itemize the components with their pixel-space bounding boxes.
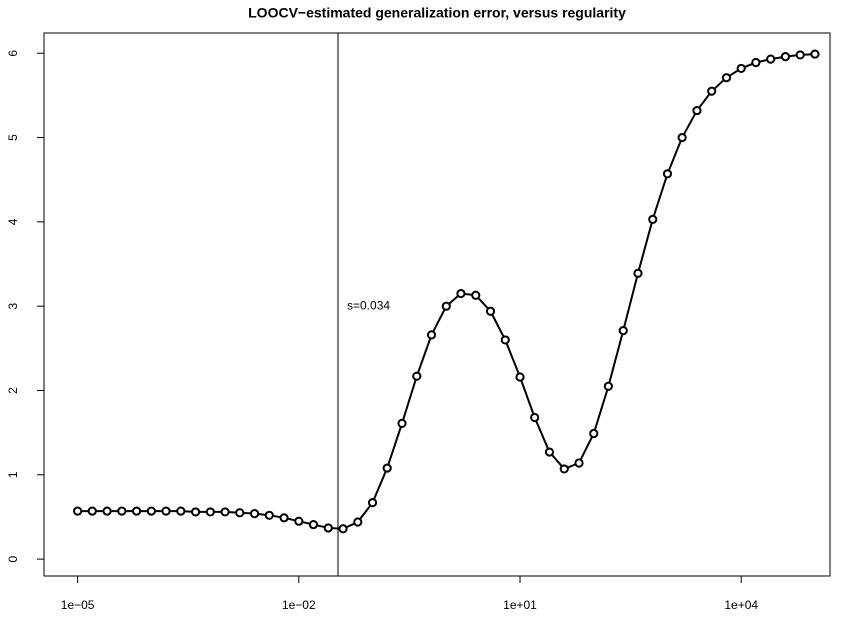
data-point <box>441 301 451 311</box>
data-point <box>249 509 260 519</box>
y-tick-label: 4 <box>6 218 20 225</box>
data-point <box>205 507 215 517</box>
data-point <box>530 412 540 423</box>
data-point <box>264 510 274 520</box>
data-point <box>367 498 378 508</box>
data-point <box>279 513 289 523</box>
data-point <box>736 63 746 74</box>
annotation: s=0.034 <box>347 298 390 312</box>
data-point <box>544 447 555 457</box>
plot-box <box>43 32 831 577</box>
data-point <box>338 524 348 534</box>
data-point <box>780 52 791 62</box>
data-point <box>294 516 304 526</box>
y-tick-label: 2 <box>6 387 20 394</box>
data-point <box>323 523 333 533</box>
data-point <box>146 506 156 516</box>
x-tick-label: 1e−05 <box>61 598 95 612</box>
data-point <box>412 371 422 381</box>
data-point <box>176 506 186 516</box>
data-point <box>235 508 245 518</box>
data-point <box>559 464 569 474</box>
data-point <box>603 381 613 391</box>
data-point <box>426 330 437 340</box>
y-tick-label: 3 <box>6 303 20 310</box>
y-tick-label: 5 <box>6 134 20 141</box>
data-point <box>618 326 628 336</box>
y-tick-label: 0 <box>6 555 20 562</box>
series-line <box>77 53 816 530</box>
data-point <box>589 428 599 439</box>
data-point <box>662 169 673 179</box>
data-point <box>766 54 776 64</box>
data-point <box>692 105 702 116</box>
data-point <box>382 463 392 473</box>
y-tick-label: 1 <box>6 471 20 478</box>
data-point <box>633 268 643 278</box>
data-point <box>721 73 732 83</box>
data-point <box>648 214 658 224</box>
data-point <box>117 506 127 516</box>
x-tick-label: 1e+04 <box>724 598 758 612</box>
data-point <box>515 372 525 382</box>
y-tick-label: 6 <box>6 50 20 57</box>
data-point <box>471 290 481 300</box>
x-tick-label: 1e+01 <box>503 598 537 612</box>
data-point <box>220 507 230 517</box>
data-point <box>161 506 171 516</box>
data-point <box>574 458 584 468</box>
x-tick-label: 1e−02 <box>282 598 316 612</box>
data-point <box>810 49 820 59</box>
data-point <box>190 507 201 517</box>
data-point <box>353 517 363 527</box>
data-point <box>456 288 466 299</box>
data-point <box>397 418 407 428</box>
data-point <box>677 132 687 143</box>
data-point <box>308 519 319 530</box>
data-point <box>102 506 112 516</box>
data-point <box>500 335 510 345</box>
chart-title: LOOCV−estimated generalization error, ve… <box>248 5 626 21</box>
data-point <box>132 506 142 516</box>
data-point <box>485 306 496 316</box>
data-point <box>707 86 717 96</box>
data-point <box>87 506 97 516</box>
data-point <box>73 506 83 516</box>
data-point <box>795 50 805 60</box>
data-point <box>751 57 761 68</box>
